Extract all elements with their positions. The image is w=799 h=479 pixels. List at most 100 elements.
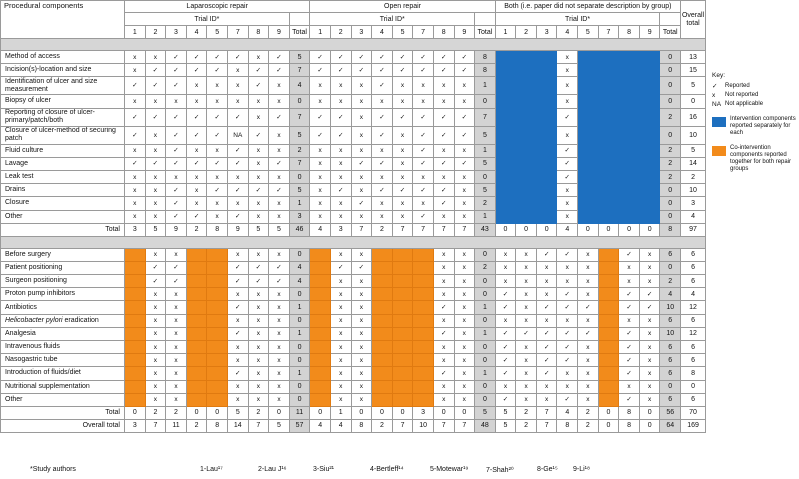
check-icon: ✓ [618, 392, 640, 407]
study-total: 2 [247, 405, 270, 420]
cross-icon: x [144, 183, 167, 198]
cross-icon: x [144, 326, 167, 342]
check-icon: ✓ [618, 353, 640, 368]
orange-cell [371, 300, 393, 315]
cross-icon: x [268, 125, 290, 145]
cross-icon: x [371, 209, 393, 224]
blue-cell [535, 125, 558, 145]
blue-cell [638, 156, 661, 171]
cross-icon: x [226, 392, 249, 407]
group-total: 4 [659, 287, 682, 302]
overall-total-cell: 3 [680, 196, 707, 211]
cross-icon: x [494, 313, 517, 328]
cross-icon: x [350, 94, 373, 109]
check-icon: ✓ [124, 107, 146, 127]
cross-icon: x [226, 339, 249, 355]
check-icon: ✓ [165, 156, 187, 171]
cross-icon: x [577, 353, 599, 368]
overall-total-cell: 13 [680, 49, 707, 65]
cross-icon: x [144, 339, 167, 355]
study-total: 7 [535, 418, 558, 433]
cross-icon: x [144, 379, 167, 394]
orange-cell [185, 260, 208, 276]
cross-icon: x [206, 209, 228, 224]
check-icon: ✓ [577, 326, 599, 342]
orange-cell [391, 287, 414, 302]
check-icon: ✓ [144, 107, 167, 127]
blue-cell [577, 183, 599, 198]
cross-icon: x [391, 169, 414, 185]
blue-cell [638, 183, 661, 198]
check-icon: ✓ [618, 287, 640, 302]
orange-cell [371, 353, 393, 368]
cross-icon: x [535, 274, 558, 289]
header-study-id: 8 [247, 25, 270, 39]
cross-icon: x [453, 76, 476, 96]
check-icon: ✓ [165, 76, 187, 96]
overall-total-cell: 6 [680, 274, 707, 289]
blue-cell [638, 107, 661, 127]
cross-icon: x [391, 196, 414, 211]
group-total: 0 [659, 379, 682, 394]
check-icon: ✓ [226, 260, 249, 276]
check-icon: ✓ [124, 76, 146, 96]
orange-cell [391, 274, 414, 289]
cross-icon: x [247, 392, 270, 407]
study-total: 2 [577, 418, 599, 433]
cross-icon: x [329, 274, 352, 289]
cross-icon: x [391, 94, 414, 109]
totals-label: Total [0, 405, 125, 420]
group-total: 0 [474, 353, 496, 368]
cross-icon: x [165, 313, 187, 328]
study-total: 0 [577, 222, 599, 237]
cross-icon: x [309, 209, 331, 224]
study-total: 2 [371, 222, 393, 237]
cross-icon: x [577, 379, 599, 394]
check-icon: ✓ [412, 156, 434, 171]
overall-total-cell: 12 [680, 300, 707, 315]
header-study-id: 1 [494, 25, 517, 39]
header-study-id: 3 [535, 25, 558, 39]
check-icon: ✓ [371, 63, 393, 78]
study-total: 7 [350, 222, 373, 237]
row-label: Surgeon positioning [0, 274, 125, 289]
cross-icon: x [556, 63, 579, 78]
group-total: 2 [659, 107, 682, 127]
blue-cell [638, 94, 661, 109]
orange-cell [309, 260, 331, 276]
orange-cell [206, 260, 228, 276]
cross-icon: x [453, 339, 476, 355]
orange-cell [597, 353, 620, 368]
cross-icon: x [556, 209, 579, 224]
cross-icon: x [453, 287, 476, 302]
cross-icon: x [124, 169, 146, 185]
cross-icon: x [247, 49, 270, 65]
cross-icon: x [556, 379, 579, 394]
cross-icon: x [515, 379, 537, 394]
blue-cell [494, 63, 517, 78]
header-overall-total: Overall total [680, 0, 707, 39]
check-icon: ✓ [391, 183, 414, 198]
row-label: Analgesia [0, 326, 125, 342]
blue-cell [535, 143, 558, 158]
orange-cell [371, 260, 393, 276]
legend-na: NA Not applicable [712, 101, 798, 108]
header-study-id: 2 [144, 25, 167, 39]
orange-cell [206, 326, 228, 342]
study-total: 3 [412, 405, 434, 420]
orange-cell [412, 392, 434, 407]
blue-cell [618, 125, 640, 145]
section-cointervention [0, 235, 707, 249]
study-total: 5 [268, 418, 290, 433]
blue-cell [618, 49, 640, 65]
group-total: 5 [288, 125, 311, 145]
header-study-id: 9 [268, 25, 290, 39]
header-study-id: 8 [432, 25, 455, 39]
cross-icon: x [226, 247, 249, 262]
cross-icon: x [350, 209, 373, 224]
orange-cell [309, 274, 331, 289]
study-total: 0 [391, 405, 414, 420]
study-total: 7 [453, 418, 476, 433]
cross-icon: x [618, 260, 640, 276]
check-icon: ✓ [268, 49, 290, 65]
